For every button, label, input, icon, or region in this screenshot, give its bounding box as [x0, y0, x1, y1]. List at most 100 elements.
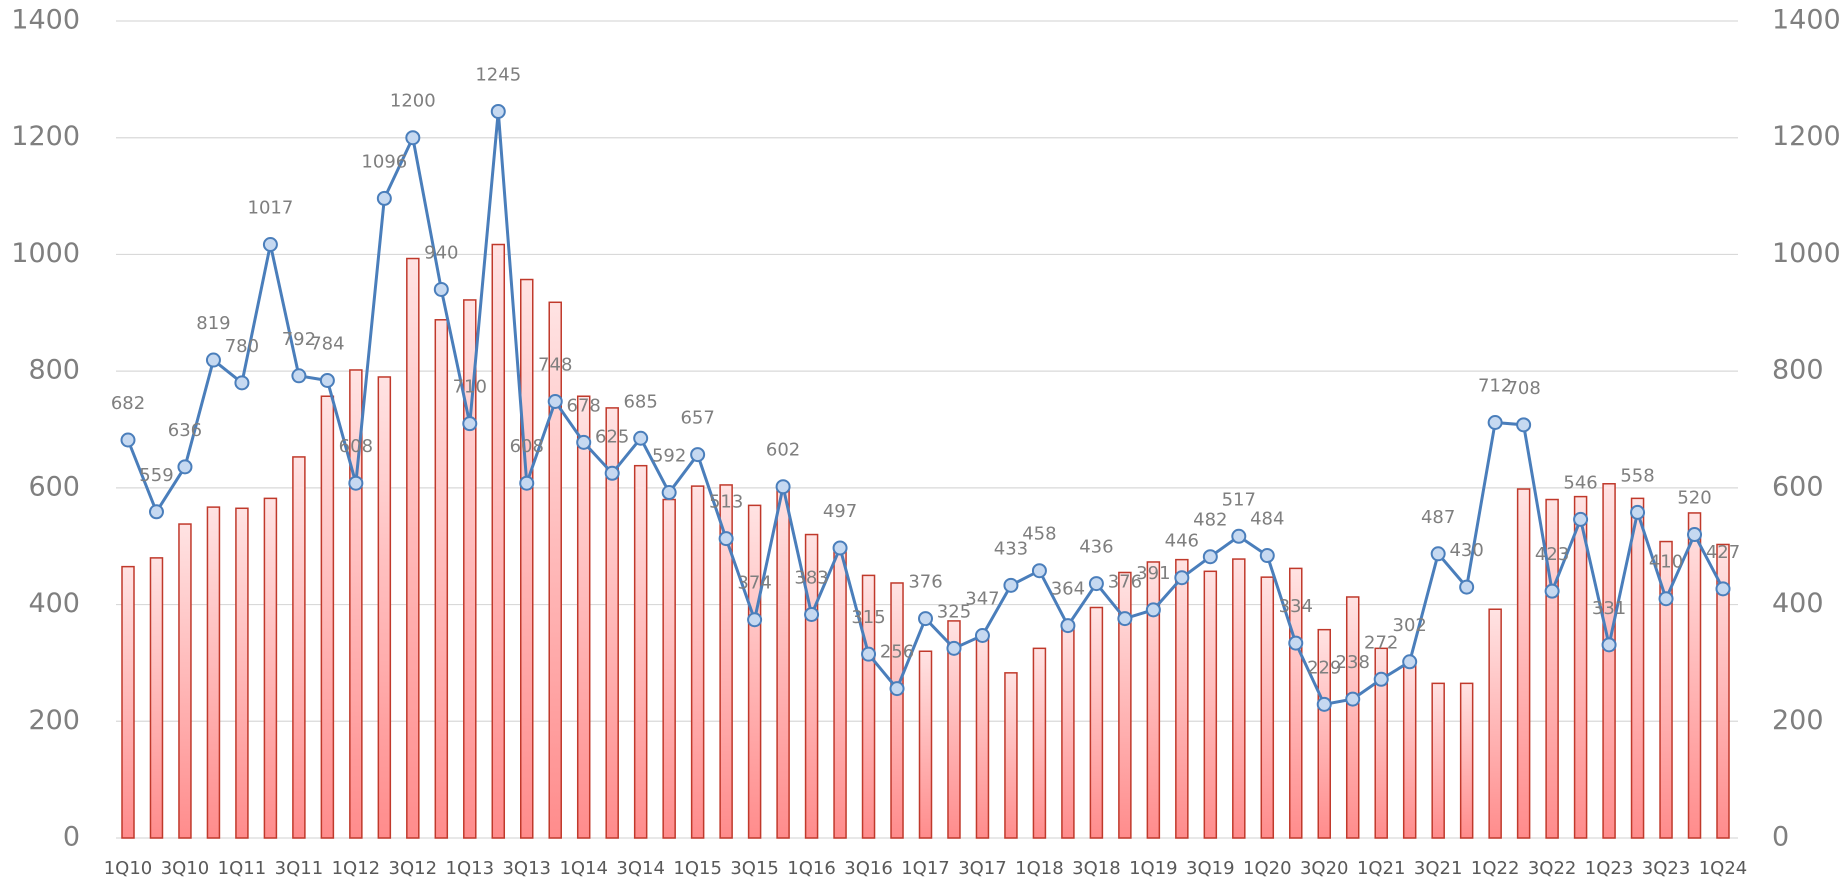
data-label: 685: [623, 391, 657, 412]
bar: [1260, 576, 1275, 839]
bar: [719, 484, 733, 839]
data-label: 608: [339, 436, 373, 457]
data-label: 410: [1649, 552, 1683, 573]
line-marker: [661, 485, 677, 501]
line-marker: [433, 281, 449, 297]
y-tick-label: 600: [28, 471, 80, 502]
data-label: 238: [1336, 652, 1370, 673]
data-label: 592: [652, 446, 686, 467]
y2-tick-label: 1400: [1772, 5, 1841, 36]
data-label: 430: [1449, 540, 1483, 561]
data-label: 708: [1506, 378, 1540, 399]
line-marker: [1345, 691, 1361, 707]
bar: [1317, 628, 1331, 839]
line-marker: [1088, 576, 1104, 592]
bar: [747, 504, 762, 839]
line-marker: [918, 611, 933, 627]
data-label: 458: [1022, 524, 1056, 545]
line-marker: [234, 375, 250, 391]
data-label: 682: [111, 393, 145, 414]
bar: [1602, 483, 1616, 839]
bar: [633, 464, 648, 839]
data-label: 657: [680, 408, 714, 429]
x-tick-label: 3Q16: [844, 858, 893, 879]
bar: [1118, 571, 1132, 839]
line-marker: [519, 475, 535, 491]
y2-tick-label: 400: [1772, 588, 1824, 619]
data-label: 484: [1250, 509, 1284, 530]
bar: [1573, 495, 1588, 839]
bar: [1203, 570, 1218, 839]
data-label: 517: [1222, 489, 1256, 510]
data-label: 784: [310, 333, 344, 354]
x-tick-label: 3Q20: [1300, 858, 1349, 879]
bar: [890, 582, 904, 839]
y-tick-label: 1400: [11, 5, 80, 36]
data-label: 780: [225, 336, 259, 357]
x-tick-label: 3Q22: [1528, 858, 1577, 879]
bar: [1004, 672, 1018, 839]
line-marker: [1430, 546, 1446, 562]
line-marker: [1145, 602, 1161, 618]
data-label: 608: [510, 436, 544, 457]
x-tick-label: 3Q19: [1186, 858, 1235, 879]
line-marker: [547, 393, 563, 409]
data-label: 315: [851, 607, 885, 628]
data-label: 748: [538, 354, 572, 375]
bar: [1345, 596, 1360, 839]
line-marker: [718, 531, 734, 547]
bar: [548, 301, 562, 839]
data-label: 940: [424, 242, 458, 263]
data-label: 625: [595, 426, 629, 447]
bar: [947, 620, 961, 839]
line-marker: [1715, 581, 1731, 597]
data-label: 364: [1051, 579, 1085, 600]
data-label: 325: [937, 601, 971, 622]
line-marker: [1573, 511, 1589, 527]
data-label: 520: [1677, 488, 1711, 509]
line-marker: [462, 416, 478, 432]
line-marker: [177, 459, 193, 475]
x-tick-label: 3Q12: [389, 858, 438, 879]
data-label: 334: [1279, 596, 1313, 617]
bar: [1175, 558, 1189, 839]
line-marker: [633, 430, 649, 446]
data-label: 712: [1478, 375, 1512, 396]
bar: [1374, 647, 1388, 839]
line-marker: [148, 504, 164, 520]
x-tick-label: 1Q14: [559, 858, 608, 879]
bar: [605, 407, 619, 839]
line-marker: [291, 368, 307, 384]
line-marker: [1459, 579, 1475, 595]
x-tick-label: 1Q11: [218, 858, 267, 879]
line-marker: [946, 640, 962, 656]
line-marker: [1487, 414, 1503, 430]
bar: [178, 523, 192, 839]
bar: [235, 507, 249, 839]
line-marker: [319, 372, 335, 388]
y2-tick-label: 1000: [1772, 238, 1841, 269]
data-label: 272: [1364, 632, 1398, 653]
line-marker: [1117, 611, 1133, 627]
data-label: 546: [1563, 472, 1597, 493]
bar: [1146, 561, 1161, 839]
x-tick-label: 1Q19: [1129, 858, 1178, 879]
x-tick-label: 3Q10: [161, 858, 210, 879]
line-marker: [804, 606, 820, 622]
x-tick-label: 1Q12: [332, 858, 381, 879]
bar: [121, 565, 135, 839]
bar: [292, 456, 306, 839]
data-label: 602: [766, 440, 800, 461]
x-tick-label: 1Q18: [1015, 858, 1064, 879]
data-label: 792: [282, 329, 316, 350]
data-label: 1017: [248, 198, 294, 219]
bar: [1488, 608, 1502, 839]
bar: [434, 319, 449, 839]
bar: [149, 557, 164, 839]
data-label: 1096: [361, 151, 407, 172]
y-tick-label: 400: [28, 588, 80, 619]
x-tick-label: 3Q23: [1642, 858, 1691, 879]
data-label: 376: [1108, 572, 1142, 593]
x-tick-label: 1Q16: [787, 858, 836, 879]
